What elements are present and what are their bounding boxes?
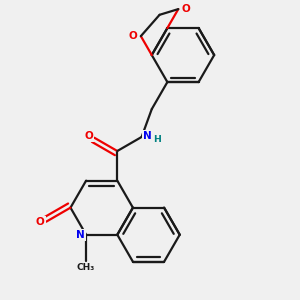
- Text: CH₃: CH₃: [77, 263, 95, 272]
- Text: O: O: [182, 4, 190, 14]
- Text: O: O: [128, 31, 137, 40]
- Text: N: N: [76, 230, 85, 240]
- Text: O: O: [84, 131, 93, 141]
- Text: H: H: [153, 135, 161, 144]
- Text: O: O: [36, 217, 45, 227]
- Text: N: N: [143, 131, 152, 141]
